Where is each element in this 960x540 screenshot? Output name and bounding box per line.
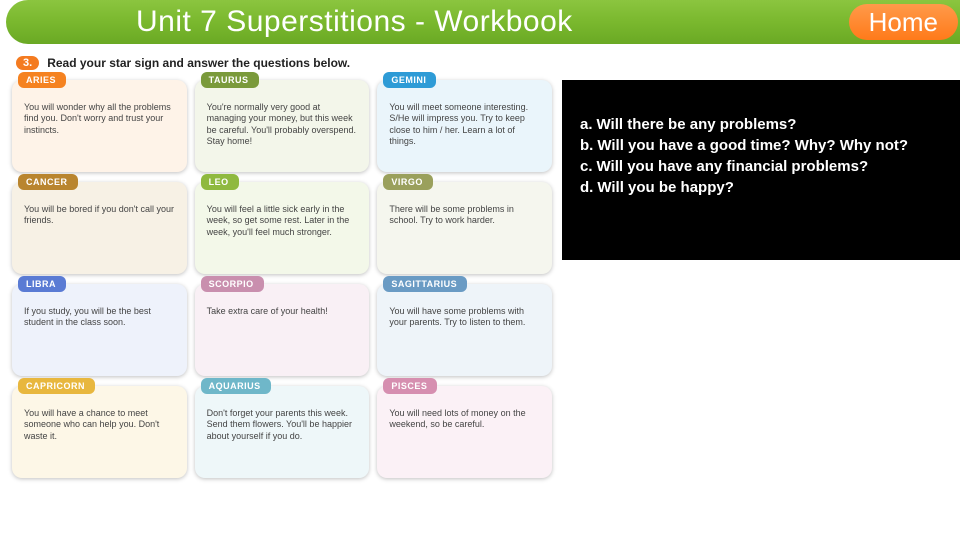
question-row: d. Will you be happy? bbox=[580, 177, 942, 198]
question-row: a. Will there be any problems? bbox=[580, 114, 942, 135]
card-sign-tag: ARIES bbox=[18, 72, 66, 88]
card-body-text: You will meet someone interesting. S/He … bbox=[389, 102, 542, 147]
question-number-badge: 3. bbox=[16, 56, 39, 70]
card-sign-tag: CAPRICORN bbox=[18, 378, 95, 394]
card-sign-tag: AQUARIUS bbox=[201, 378, 271, 394]
card-body-text: You're normally very good at managing yo… bbox=[207, 102, 360, 147]
card-body-text: There will be some problems in school. T… bbox=[389, 204, 542, 227]
card-body-text: Take extra care of your health! bbox=[207, 306, 360, 317]
card-body-text: You will feel a little sick early in the… bbox=[207, 204, 360, 238]
page-title: Unit 7 Superstitions - Workbook bbox=[136, 5, 573, 39]
question-label: c. bbox=[580, 156, 593, 177]
card-body-text: You will need lots of money on the weeke… bbox=[389, 408, 542, 431]
horoscope-grid: ARIESYou will wonder why all the problem… bbox=[12, 80, 552, 478]
question-row: b. Will you have a good time? Why? Why n… bbox=[580, 135, 942, 156]
horoscope-card: GEMINIYou will meet someone interesting.… bbox=[377, 80, 552, 172]
questions-panel: a. Will there be any problems?b. Will yo… bbox=[562, 80, 960, 260]
instruction-row: 3. Read your star sign and answer the qu… bbox=[16, 56, 350, 70]
horoscope-card: LIBRAIf you study, you will be the best … bbox=[12, 284, 187, 376]
card-body-text: You will have some problems with your pa… bbox=[389, 306, 542, 329]
horoscope-card: PISCESYou will need lots of money on the… bbox=[377, 386, 552, 478]
home-label: Home bbox=[869, 7, 938, 38]
question-text: Will you have a good time? Why? Why not? bbox=[597, 135, 908, 156]
card-sign-tag: CANCER bbox=[18, 174, 78, 190]
horoscope-card: AQUARIUSDon't forget your parents this w… bbox=[195, 386, 370, 478]
card-body-text: You will have a chance to meet someone w… bbox=[24, 408, 177, 442]
horoscope-card: SCORPIOTake extra care of your health! bbox=[195, 284, 370, 376]
question-row: c. Will you have any financial problems? bbox=[580, 156, 942, 177]
card-sign-tag: SAGITTARIUS bbox=[383, 276, 467, 292]
question-label: d. bbox=[580, 177, 593, 198]
card-sign-tag: PISCES bbox=[383, 378, 437, 394]
card-sign-tag: LIBRA bbox=[18, 276, 66, 292]
card-sign-tag: LEO bbox=[201, 174, 239, 190]
header-bar: Unit 7 Superstitions - Workbook Home bbox=[6, 0, 960, 44]
question-text: Will you be happy? bbox=[597, 177, 734, 198]
card-sign-tag: SCORPIO bbox=[201, 276, 264, 292]
horoscope-card: CANCERYou will be bored if you don't cal… bbox=[12, 182, 187, 274]
home-button[interactable]: Home bbox=[849, 4, 958, 40]
card-body-text: You will wonder why all the problems fin… bbox=[24, 102, 177, 136]
horoscope-card: LEOYou will feel a little sick early in … bbox=[195, 182, 370, 274]
question-text: Will there be any problems? bbox=[597, 114, 797, 135]
horoscope-card: CAPRICORNYou will have a chance to meet … bbox=[12, 386, 187, 478]
card-body-text: If you study, you will be the best stude… bbox=[24, 306, 177, 329]
card-body-text: Don't forget your parents this week. Sen… bbox=[207, 408, 360, 442]
instruction-text: Read your star sign and answer the quest… bbox=[47, 56, 350, 70]
question-label: a. bbox=[580, 114, 593, 135]
card-sign-tag: VIRGO bbox=[383, 174, 433, 190]
horoscope-card: TAURUSYou're normally very good at manag… bbox=[195, 80, 370, 172]
horoscope-card: ARIESYou will wonder why all the problem… bbox=[12, 80, 187, 172]
question-text: Will you have any financial problems? bbox=[597, 156, 869, 177]
card-body-text: You will be bored if you don't call your… bbox=[24, 204, 177, 227]
card-sign-tag: GEMINI bbox=[383, 72, 436, 88]
question-label: b. bbox=[580, 135, 593, 156]
horoscope-card: VIRGOThere will be some problems in scho… bbox=[377, 182, 552, 274]
horoscope-card: SAGITTARIUSYou will have some problems w… bbox=[377, 284, 552, 376]
card-sign-tag: TAURUS bbox=[201, 72, 259, 88]
